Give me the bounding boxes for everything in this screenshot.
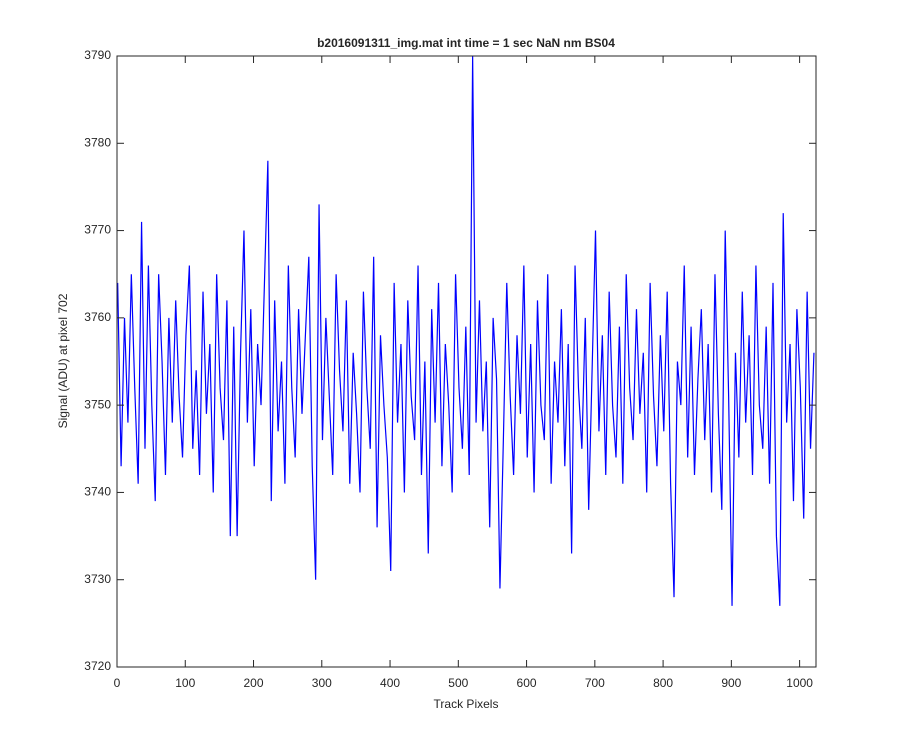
x-tick-label: 300 xyxy=(312,676,332,690)
y-tick-label: 3730 xyxy=(84,572,111,586)
x-tick-label: 600 xyxy=(517,676,537,690)
y-tick-label: 3720 xyxy=(84,659,111,673)
y-axis-label: Signal (ADU) at pixel 702 xyxy=(56,293,70,428)
y-tick-label: 3770 xyxy=(84,223,111,237)
y-tick-label: 3750 xyxy=(84,397,111,411)
x-tick-label: 400 xyxy=(380,676,400,690)
y-tick-label: 3790 xyxy=(84,48,111,62)
x-tick-label: 1000 xyxy=(786,676,813,690)
x-tick-label: 900 xyxy=(721,676,741,690)
x-tick-label: 800 xyxy=(653,676,673,690)
x-tick-label: 0 xyxy=(114,676,121,690)
data-line xyxy=(117,55,815,606)
plot-frame xyxy=(116,55,817,668)
y-tick-label: 3760 xyxy=(84,310,111,324)
x-tick-label: 500 xyxy=(448,676,468,690)
x-tick-label: 200 xyxy=(244,676,264,690)
x-axis-label: Track Pixels xyxy=(434,697,499,711)
x-tick-label: 700 xyxy=(585,676,605,690)
y-tick-label: 3740 xyxy=(84,485,111,499)
chart-title: b2016091311_img.mat int time = 1 sec NaN… xyxy=(317,36,615,50)
y-tick-label: 3780 xyxy=(84,135,111,149)
x-tick-label: 100 xyxy=(175,676,195,690)
